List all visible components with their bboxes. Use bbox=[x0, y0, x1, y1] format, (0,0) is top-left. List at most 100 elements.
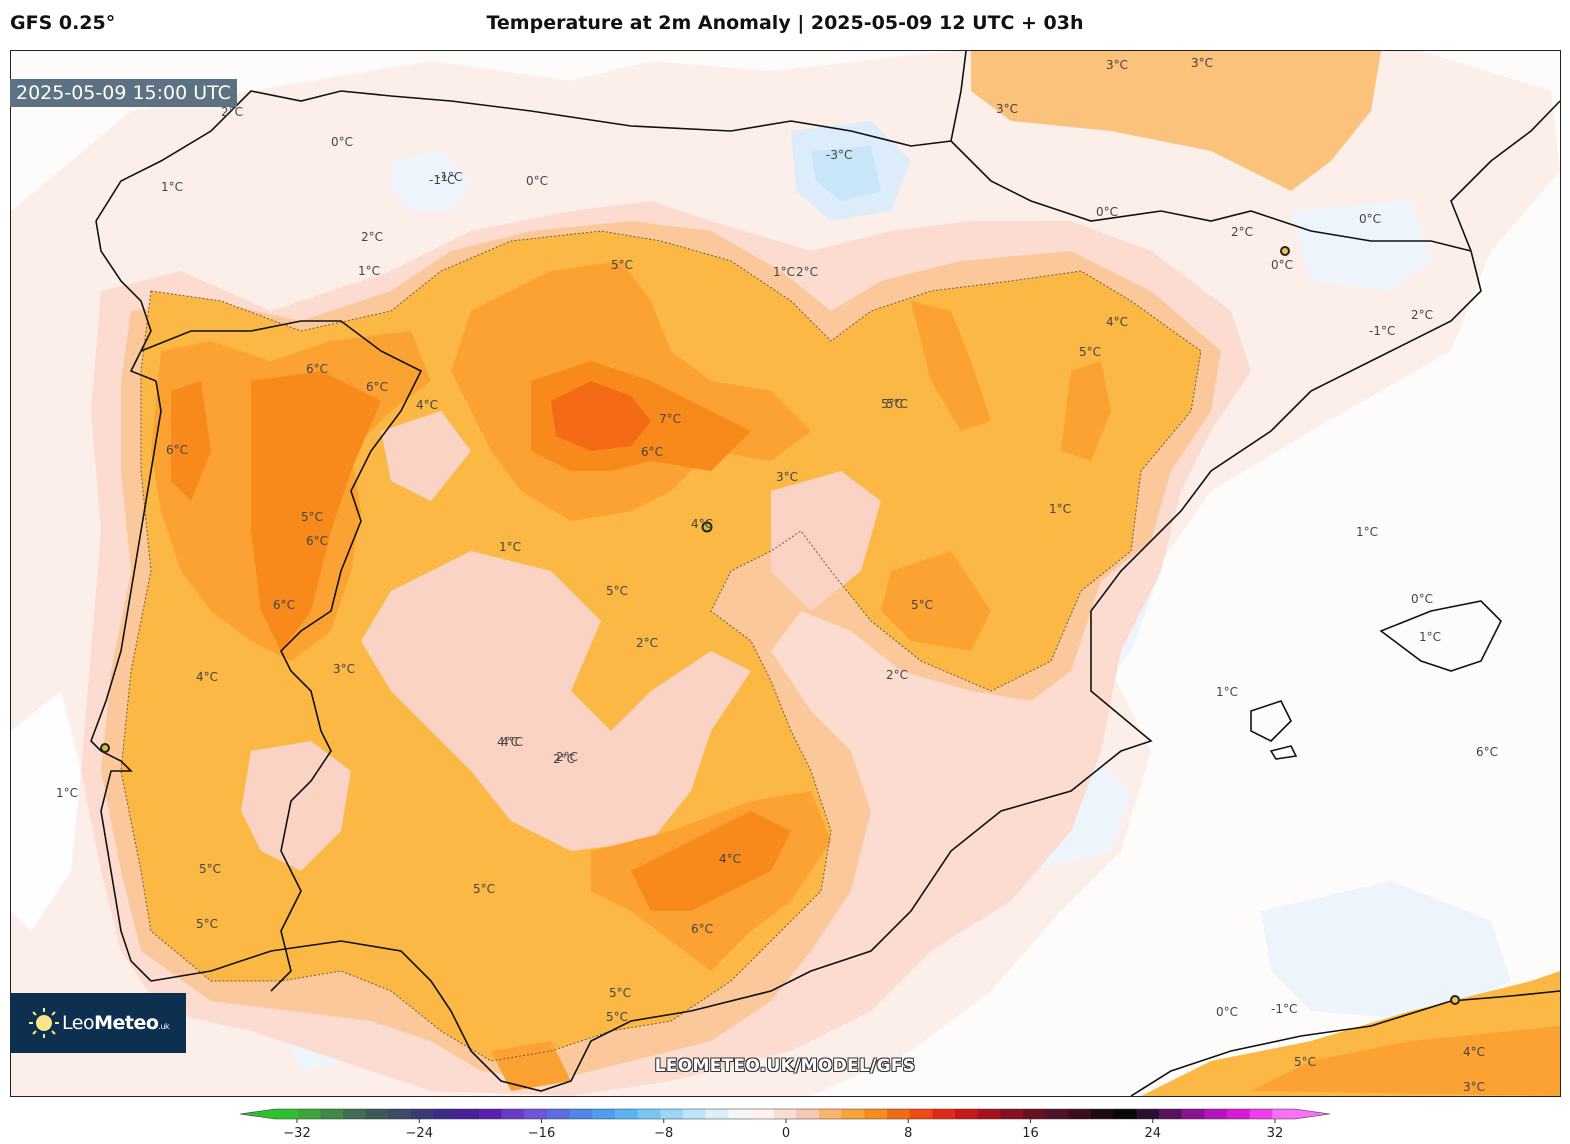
colorbar-tick-label: −24 bbox=[406, 1126, 433, 1141]
contour-label: 0°C bbox=[1271, 258, 1293, 272]
colorbar-segment bbox=[547, 1109, 571, 1119]
colorbar-segment bbox=[841, 1109, 865, 1119]
contour-label: 7°C bbox=[659, 412, 681, 426]
contour-label: 6°C bbox=[306, 534, 328, 548]
colorbar-segment bbox=[320, 1109, 344, 1119]
colorbar-segment bbox=[977, 1109, 1001, 1119]
brand-bold: Meteo bbox=[94, 1012, 159, 1034]
contour-label: 4°C bbox=[416, 398, 438, 412]
colorbar-segment bbox=[1181, 1109, 1205, 1119]
contour-label: 1°C bbox=[1356, 525, 1378, 539]
colorbar-segment bbox=[524, 1109, 548, 1119]
colorbar-segment bbox=[275, 1109, 299, 1119]
contour-labels: 1°C 2°C 0°C -1°C -3°C 2°C 3°C 3°C 3°C 6°… bbox=[56, 56, 1498, 1094]
colorbar-segment bbox=[569, 1109, 593, 1119]
colorbar-segment bbox=[751, 1109, 775, 1119]
contour-label: 5°C bbox=[199, 862, 221, 876]
band-5to6-southeast bbox=[881, 551, 991, 651]
colorbar-tick-label: 24 bbox=[1144, 1126, 1161, 1141]
contour-label: 2°C bbox=[1231, 225, 1253, 239]
band-5to6-east bbox=[911, 301, 991, 431]
band-7plus bbox=[551, 381, 651, 451]
sun-icon bbox=[29, 1008, 59, 1038]
contour-label: 2°C bbox=[1411, 308, 1433, 322]
colorbar-extend-high bbox=[1295, 1109, 1330, 1119]
contour-label: 6°C bbox=[366, 380, 388, 394]
colorbar-tick-label: 16 bbox=[1022, 1126, 1039, 1141]
contour-label: 1°C bbox=[358, 264, 380, 278]
chart-title: Temperature at 2m Anomaly | 2025-05-09 1… bbox=[486, 12, 1084, 34]
contour-label: 3°C bbox=[1191, 56, 1213, 70]
leometeo-logo[interactable]: LeoMeteo.uk bbox=[10, 993, 186, 1053]
contour-label: 3°C bbox=[333, 662, 355, 676]
contour-label: 5°C bbox=[886, 397, 908, 411]
border-portugal-spain bbox=[140, 320, 423, 992]
coastline-south bbox=[150, 100, 1560, 1092]
contour-label: 3°C bbox=[996, 102, 1018, 116]
contour-label: 0°C bbox=[1359, 212, 1381, 226]
contour-label: 5°C bbox=[196, 917, 218, 931]
colorbar-segment bbox=[1113, 1109, 1137, 1119]
band-algeria-inner bbox=[1251, 1026, 1560, 1096]
brand-suffix: .uk bbox=[158, 1022, 170, 1031]
contour-label: 1°C bbox=[499, 540, 521, 554]
contour-label: -1°C bbox=[1369, 324, 1395, 338]
colorbar-segment bbox=[773, 1109, 797, 1119]
contour-label: -1°C bbox=[436, 170, 462, 184]
coastline-morocco bbox=[1130, 990, 1560, 1096]
colorbar-segment bbox=[1091, 1109, 1115, 1119]
anomaly-map: 1°C 2°C 0°C -1°C -3°C 2°C 3°C 3°C 3°C 6°… bbox=[11, 51, 1560, 1096]
band-6to7-west2 bbox=[171, 381, 211, 501]
colorbar-segment bbox=[1227, 1109, 1251, 1119]
colorbar-segment bbox=[365, 1109, 389, 1119]
contour-label: 2°C bbox=[556, 750, 578, 764]
site-watermark: LEOMETEO.UK/MODEL/GFS bbox=[654, 1056, 916, 1076]
colorbar-outline bbox=[240, 1108, 1330, 1120]
contour-label: 6°C bbox=[1476, 745, 1498, 759]
colorbar-segment bbox=[501, 1109, 525, 1119]
contour-label: 2°C bbox=[636, 636, 658, 650]
colorbar-segment bbox=[705, 1109, 729, 1119]
coastline-formentera bbox=[1269, 745, 1298, 760]
colorbar-segment bbox=[1045, 1109, 1069, 1119]
contour-label: 6°C bbox=[166, 443, 188, 457]
colorbar: −32 −24 −16 −8 0 8 16 24 32 bbox=[240, 1108, 1330, 1141]
brand-name: LeoMeteo.uk bbox=[62, 1012, 170, 1034]
colorbar-segment bbox=[1000, 1109, 1024, 1119]
contour-label: 2°C bbox=[361, 230, 383, 244]
contour-label: 1°C bbox=[161, 180, 183, 194]
colorbar-segment bbox=[683, 1109, 707, 1119]
contour-label: 0°C bbox=[526, 174, 548, 188]
colorbar-segment bbox=[864, 1109, 888, 1119]
coastline-ibiza bbox=[1250, 700, 1292, 742]
contour-label: 0°C bbox=[1411, 592, 1433, 606]
band-6to7-south bbox=[631, 811, 791, 911]
cool-zone-bay3 bbox=[811, 146, 881, 201]
map-panel[interactable]: 1°C 2°C 0°C -1°C -3°C 2°C 3°C 3°C 3°C 6°… bbox=[10, 50, 1561, 1097]
contour-label: 3°C bbox=[776, 470, 798, 484]
contour-label: 6°C bbox=[691, 922, 713, 936]
contour-label: 2°C bbox=[796, 265, 818, 279]
colorbar-segment bbox=[1159, 1109, 1183, 1119]
colorbar-segment bbox=[660, 1109, 684, 1119]
colorbar-tick-label: −16 bbox=[528, 1126, 555, 1141]
city-lisbon bbox=[100, 743, 110, 753]
contour-label: 4°C bbox=[719, 852, 741, 866]
pocket-east bbox=[771, 471, 881, 611]
contour-label: 1°C bbox=[56, 786, 78, 800]
contour-label: 2°C bbox=[221, 105, 243, 119]
colorbar-tick-label: −32 bbox=[283, 1126, 310, 1141]
contour-label: 5°C bbox=[606, 1010, 628, 1024]
contour-label: 5°C bbox=[473, 882, 495, 896]
pocket-central bbox=[361, 551, 751, 851]
contour-label: 4°C bbox=[691, 517, 713, 531]
colorbar-tick-label: 8 bbox=[904, 1126, 912, 1141]
contour-label: -1°C bbox=[429, 173, 455, 187]
coastline-iberia bbox=[95, 51, 967, 222]
band-5to6-cadiz bbox=[491, 1041, 571, 1091]
contour-label: 6°C bbox=[273, 598, 295, 612]
colorbar-segment bbox=[637, 1109, 661, 1119]
contour-label: 0°C bbox=[331, 135, 353, 149]
colorbar-segment bbox=[1204, 1109, 1228, 1119]
colorbar-segment bbox=[955, 1109, 979, 1119]
